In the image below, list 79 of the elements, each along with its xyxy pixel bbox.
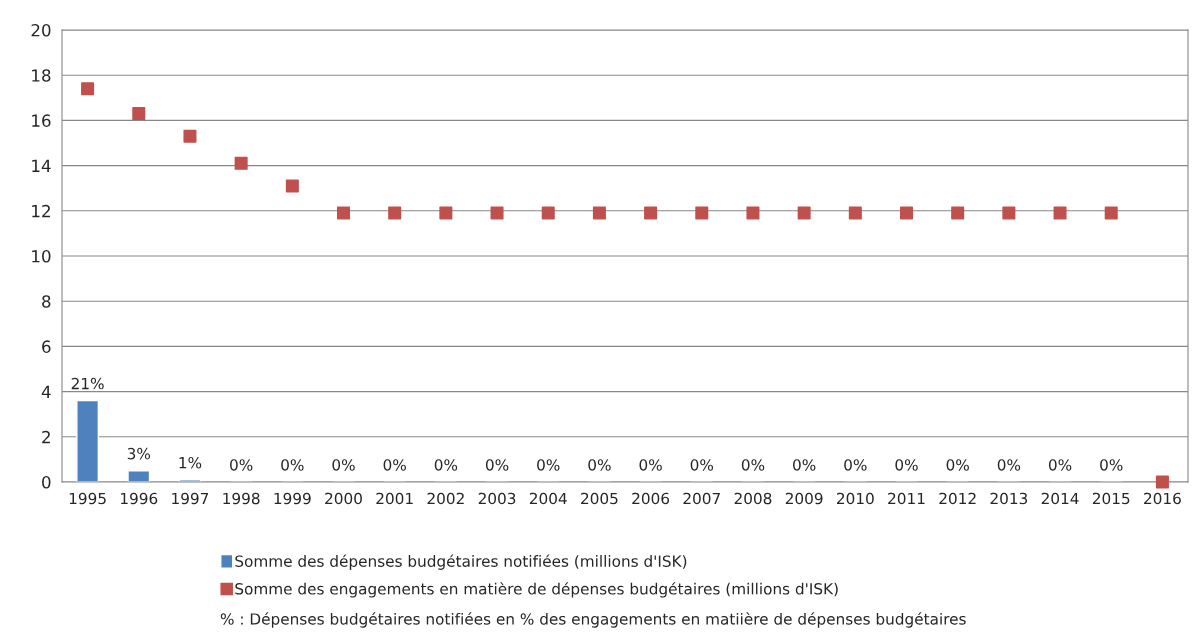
legend-label: Somme des dépenses budgétaires notifiées (millions d'ISK)	[235, 554, 687, 570]
point	[695, 206, 709, 220]
x-tick-label: 2003	[478, 492, 516, 505]
x-tick-label: 2001	[376, 492, 413, 505]
annotation: 0%	[741, 459, 765, 471]
point	[234, 156, 248, 170]
x-tick-label: 2016	[1144, 492, 1181, 505]
annotation: 0%	[895, 459, 918, 471]
x-tick-label: 2007	[683, 492, 720, 505]
point	[81, 82, 95, 96]
annotation: 0%	[434, 459, 458, 471]
annotation: 0%	[844, 459, 867, 471]
point	[183, 129, 197, 143]
text: % : Dépenses budgétaires notifiées en % des engagements en matiière de dépenses budgétaires	[220, 612, 966, 628]
x-tick-label: 2012	[939, 492, 976, 505]
y-tick-label: 6	[42, 340, 51, 353]
annotation: 0%	[588, 459, 611, 471]
point	[1053, 206, 1067, 220]
x-tick-label: 1995	[69, 492, 106, 505]
y-tick-label: 18	[32, 69, 51, 82]
point	[899, 206, 914, 220]
annotation: 0%	[946, 459, 969, 471]
annotation: 0%	[332, 459, 355, 471]
annotation: 1%	[179, 456, 202, 469]
point	[1002, 206, 1016, 220]
y-tick-label: 20	[31, 23, 51, 37]
x-tick-label: 2006	[632, 492, 670, 505]
annotation: 0%	[230, 459, 253, 471]
y-tick-label: 16	[32, 114, 51, 127]
x-tick-label: 2010	[837, 492, 874, 505]
y-tick-label: 10	[32, 249, 51, 263]
annotation: 0%	[793, 459, 816, 471]
y-tick-label: 4	[41, 385, 51, 398]
point	[336, 206, 351, 220]
point	[848, 206, 862, 220]
point	[490, 206, 504, 220]
x-tick-label: 2011	[888, 492, 925, 505]
annotation: 0%	[997, 459, 1021, 471]
point	[746, 206, 760, 220]
y-tick-label: 8	[42, 295, 51, 308]
annotation: 0%	[690, 459, 714, 471]
y-tick-label: 12	[32, 204, 50, 218]
point	[951, 206, 965, 220]
x-tick-label: 1996	[121, 492, 158, 505]
y-tick-label: 14	[32, 159, 51, 172]
annotation: 0%	[639, 459, 662, 471]
y-tick-label: 0	[42, 475, 51, 489]
x-tick-label: 2009	[785, 492, 823, 505]
x-tick-label: 2004	[529, 492, 567, 505]
x-tick-label: 1998	[223, 492, 260, 505]
y-tick-label: 2	[42, 430, 50, 444]
x-tick-label: 1999	[274, 492, 311, 505]
x-tick-label: 2005	[581, 492, 618, 505]
annotation: 0%	[537, 459, 560, 471]
x-tick-label: 2002	[427, 492, 464, 505]
point	[541, 206, 555, 220]
annotation: 3%	[127, 447, 151, 460]
legend-label: Somme des engagements en matière de dépenses budgétaires (millions d'ISK)	[235, 582, 838, 598]
x-tick-label: 2008	[734, 492, 772, 505]
point	[132, 107, 146, 121]
point	[592, 206, 606, 220]
annotation: 0%	[383, 459, 406, 471]
point	[285, 179, 299, 193]
point	[644, 206, 658, 220]
point	[439, 206, 453, 220]
point	[1155, 475, 1169, 489]
annotation: 0%	[281, 459, 304, 471]
x-tick-label: 1997	[172, 492, 209, 505]
point	[1104, 206, 1118, 220]
annotation: 0%	[485, 459, 509, 471]
annotation: 21%	[71, 377, 104, 390]
x-tick-label: 2013	[990, 492, 1028, 505]
x-tick-label: 2014	[1041, 492, 1079, 505]
annotation: 0%	[1048, 459, 1072, 471]
x-tick-label: 2000	[325, 492, 362, 505]
point	[388, 206, 402, 220]
annotation: 0%	[1100, 459, 1123, 471]
x-tick-label: 2015	[1092, 492, 1130, 505]
point	[797, 206, 811, 220]
